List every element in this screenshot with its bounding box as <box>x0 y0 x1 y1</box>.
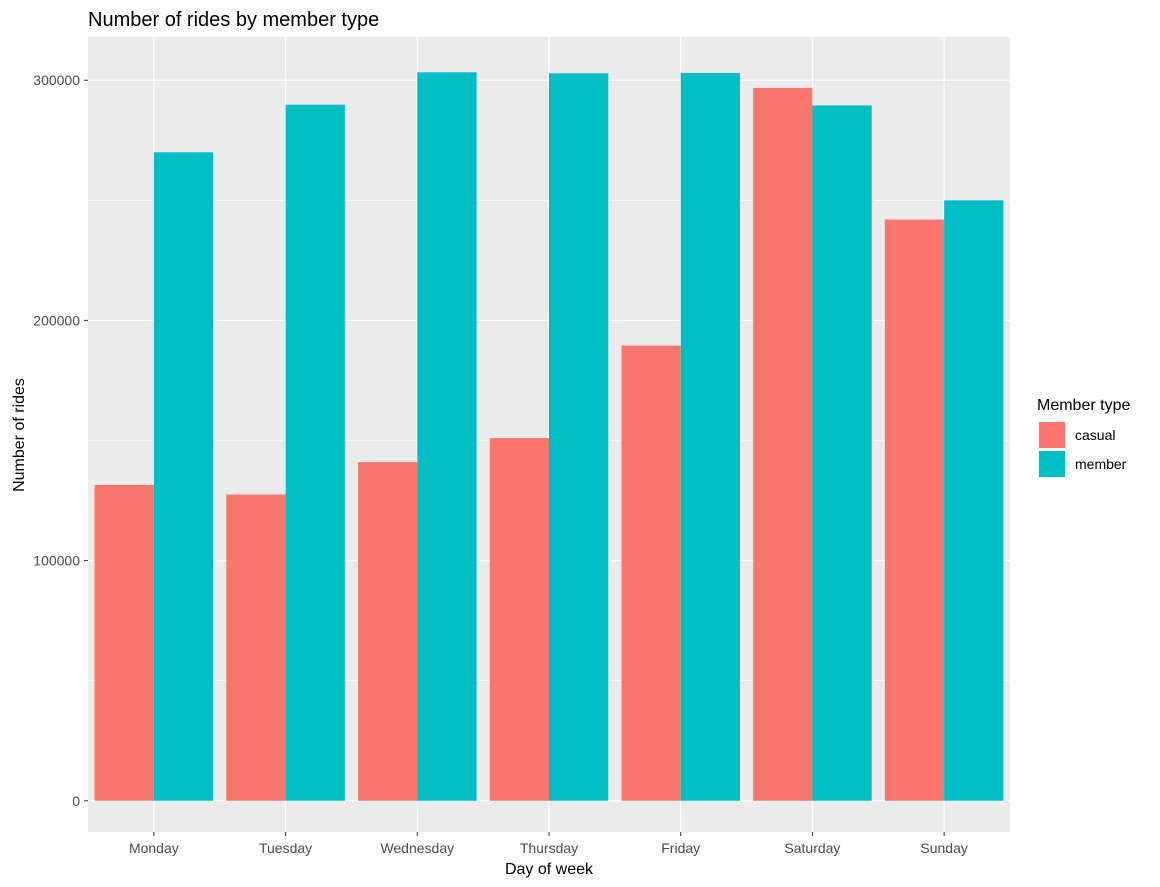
bar-member <box>944 200 1004 801</box>
legend: Member type casual member <box>1037 397 1130 478</box>
x-axis-ticks: Monday Tuesday Wednesday Thursday Friday Satu… <box>129 832 968 856</box>
bar-member <box>812 105 872 801</box>
chart-title: Number of rides by member type <box>88 9 379 31</box>
bars <box>94 72 1004 801</box>
x-tick-label: Monday <box>129 840 179 856</box>
bar-casual <box>94 484 154 801</box>
bar-member <box>680 73 740 801</box>
x-tick-label: Thursday <box>520 840 578 856</box>
bar-casual <box>489 438 549 801</box>
legend-label-casual: casual <box>1075 427 1115 443</box>
y-tick-label: 200000 <box>33 312 80 328</box>
legend-swatch-member <box>1039 451 1065 477</box>
legend-swatch-casual <box>1039 422 1065 448</box>
bar-casual <box>884 219 945 801</box>
x-tick-label: Wednesday <box>380 840 454 856</box>
bar-member <box>153 152 214 801</box>
bar-casual <box>753 87 813 801</box>
x-tick-label: Saturday <box>784 840 840 856</box>
y-tick-label: 300000 <box>33 72 80 88</box>
y-tick-label: 0 <box>72 793 80 809</box>
x-tick-label: Friday <box>661 840 700 856</box>
legend-label-member: member <box>1075 456 1127 472</box>
x-tick-label: Tuesday <box>259 840 312 856</box>
bar-casual <box>621 345 681 801</box>
bar-casual <box>358 462 418 801</box>
x-axis-title: Day of week <box>505 861 594 878</box>
x-tick-label: Sunday <box>920 840 967 856</box>
bar-member <box>285 104 345 801</box>
y-axis-ticks: 0 100000 200000 300000 <box>33 72 88 809</box>
y-axis-title: Number of rides <box>11 378 28 492</box>
y-tick-label: 100000 <box>33 553 80 569</box>
bar-member <box>549 73 609 801</box>
bar-member <box>417 72 477 801</box>
legend-title: Member type <box>1037 397 1130 414</box>
bar-casual <box>226 494 286 801</box>
